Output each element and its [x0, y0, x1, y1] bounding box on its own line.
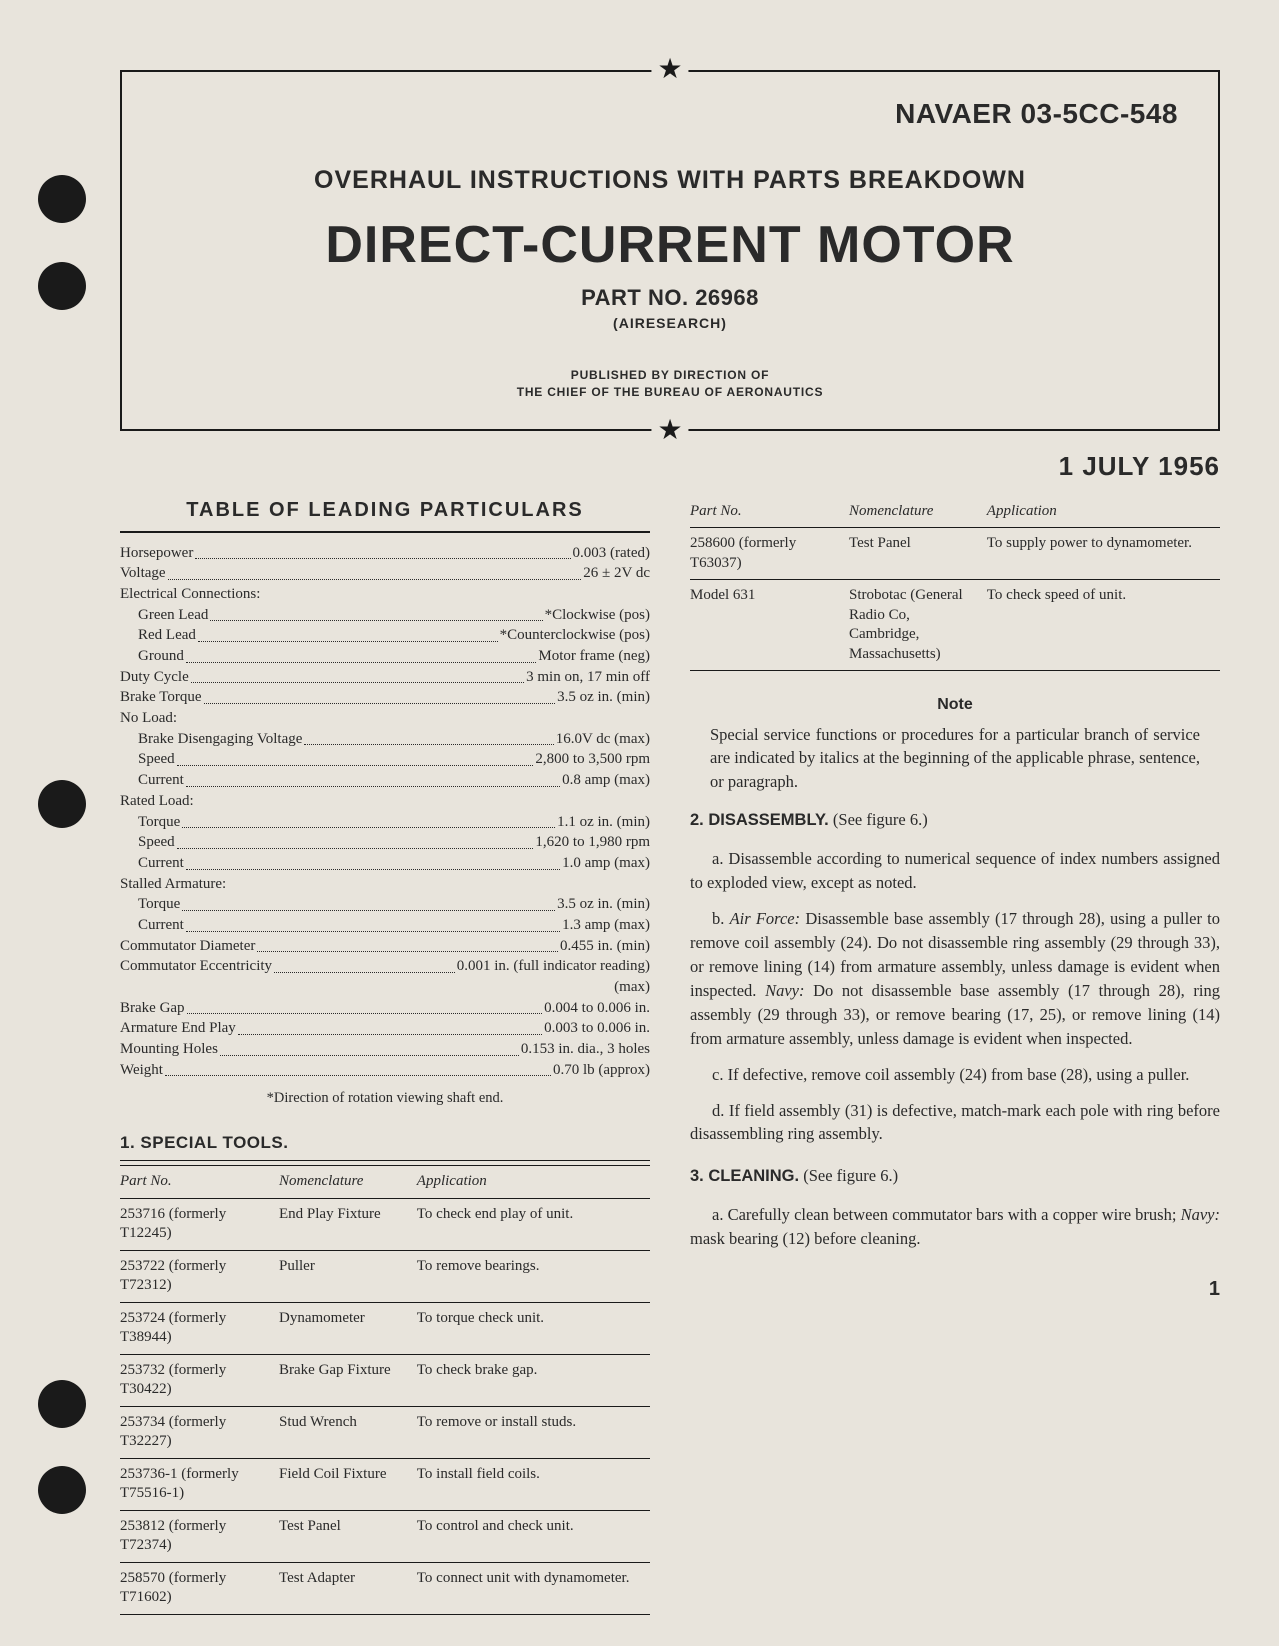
table-row: 253736-1 (formerly T75516-1)Field Coil F…	[120, 1458, 650, 1510]
published-by: PUBLISHED BY DIRECTION OF THE CHIEF OF T…	[162, 367, 1178, 401]
table-row: 253722 (formerly T72312)PullerTo remove …	[120, 1250, 650, 1302]
note-text: Special service functions or procedures …	[690, 723, 1220, 795]
section-3-heading: 3. CLEANING. (See figure 6.)	[690, 1164, 1220, 1189]
table-row: 258570 (formerly T71602)Test AdapterTo c…	[120, 1562, 650, 1614]
para-2b: b. Air Force: Disassemble base assembly …	[690, 907, 1220, 1051]
star-icon: ★	[651, 56, 688, 84]
section-2-heading: 2. DISASSEMBLY. (See figure 6.)	[690, 808, 1220, 833]
particulars-row: Current1.0 amp (max)	[120, 853, 650, 874]
special-tools-heading: 1. SPECIAL TOOLS.	[120, 1131, 650, 1161]
col-part-no: Part No.	[120, 1166, 279, 1199]
manufacturer: (AIRESEARCH)	[162, 315, 1178, 331]
particulars-heading: TABLE OF LEADING PARTICULARS	[120, 496, 650, 533]
col-application: Application	[987, 496, 1220, 528]
right-column: Part No. Nomenclature Application 258600…	[690, 496, 1220, 1615]
note-heading: Note	[690, 693, 1220, 716]
footnote: *Direction of rotation viewing shaft end…	[120, 1088, 650, 1109]
document-title: DIRECT-CURRENT MOTOR	[162, 215, 1178, 275]
table-row: Model 631Strobotac (General Radio Co, Ca…	[690, 580, 1220, 671]
page-content: ★ NAVAER 03-5CC-548 OVERHAUL INSTRUCTION…	[120, 70, 1220, 1615]
document-id: NAVAER 03-5CC-548	[162, 98, 1178, 130]
particulars-list: Horsepower0.003 (rated)Voltage26 ± 2V dc…	[120, 543, 650, 1081]
two-column-layout: TABLE OF LEADING PARTICULARS Horsepower0…	[120, 496, 1220, 1615]
left-column: TABLE OF LEADING PARTICULARS Horsepower0…	[120, 496, 650, 1615]
table-row: 258600 (formerly T63037)Test PanelTo sup…	[690, 528, 1220, 580]
special-tools-table-cont: Part No. Nomenclature Application 258600…	[690, 496, 1220, 672]
special-tools-table: Part No. Nomenclature Application 253716…	[120, 1165, 650, 1615]
particulars-row: Current0.8 amp (max)	[120, 770, 650, 791]
col-nomenclature: Nomenclature	[849, 496, 987, 528]
para-2a: a. Disassemble according to numerical se…	[690, 847, 1220, 895]
para-2d: d. If field assembly (31) is defective, …	[690, 1099, 1220, 1147]
table-row: 253724 (formerly T38944)DynamometerTo to…	[120, 1302, 650, 1354]
para-3a: a. Carefully clean between commutator ba…	[690, 1203, 1220, 1251]
star-icon: ★	[651, 417, 688, 445]
punch-hole	[38, 175, 86, 223]
particulars-row: Brake Torque3.5 oz in. (min)	[120, 687, 650, 708]
col-application: Application	[417, 1166, 650, 1199]
page-number: 1	[690, 1275, 1220, 1304]
punch-hole	[38, 1380, 86, 1428]
col-nomenclature: Nomenclature	[279, 1166, 417, 1199]
para-2c: c. If defective, remove coil assembly (2…	[690, 1063, 1220, 1087]
punch-hole	[38, 780, 86, 828]
table-row: 253732 (formerly T30422)Brake Gap Fixtur…	[120, 1354, 650, 1406]
table-row: 253734 (formerly T32227)Stud WrenchTo re…	[120, 1406, 650, 1458]
part-number: PART NO. 26968	[162, 285, 1178, 311]
particulars-row: Commutator Eccentricity0.001 in. (full i…	[120, 956, 650, 977]
particulars-row: Voltage26 ± 2V dc	[120, 563, 650, 584]
table-row: 253812 (formerly T72374)Test PanelTo con…	[120, 1510, 650, 1562]
punch-hole	[38, 262, 86, 310]
particulars-row: Weight0.70 lb (approx)	[120, 1060, 650, 1081]
publication-date: 1 JULY 1956	[120, 451, 1220, 482]
title-frame: ★ NAVAER 03-5CC-548 OVERHAUL INSTRUCTION…	[120, 70, 1220, 431]
table-row: 253716 (formerly T12245)End Play Fixture…	[120, 1198, 650, 1250]
col-part-no: Part No.	[690, 496, 849, 528]
document-subtitle: OVERHAUL INSTRUCTIONS WITH PARTS BREAKDO…	[162, 166, 1178, 195]
punch-hole	[38, 1466, 86, 1514]
